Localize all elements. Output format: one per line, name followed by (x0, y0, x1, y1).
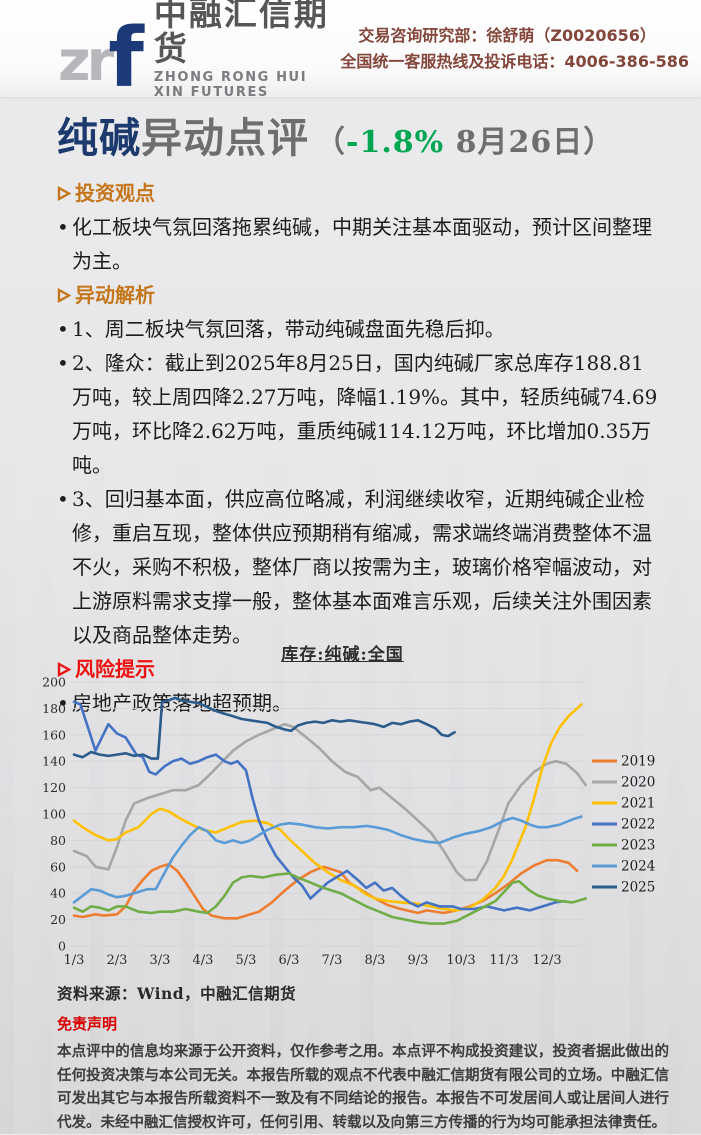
analysis-bullet-2: 2、隆众：截止到2025年8月25日，国内纯碱厂家总库存188.81万吨，较上周… (57, 346, 663, 482)
title-suffix: 异动点评 (141, 114, 309, 162)
disclaimer: 免责声明 本点评中的信息均来源于公开资料，仅作参考之用。本点评不构成投资建议，投… (57, 1014, 669, 1135)
y-tick-label: 40 (50, 886, 66, 901)
series-line-2019 (72, 858, 579, 920)
y-tick-label: 160 (42, 727, 66, 742)
legend-label-2021: 2021 (621, 796, 655, 812)
company-name: 中融汇信期货 ZHONG RONG HUI XIN FUTURES (154, 0, 340, 100)
x-tick-label: 7/3 (322, 953, 343, 968)
bullet-text: 房地产政策落地超预期。 (72, 691, 292, 715)
contact-hotline: 全国统一客服热线及投诉电话：4006-386-586 (340, 51, 689, 71)
paren-open: （ (315, 125, 346, 160)
y-tick-label: 180 (42, 701, 66, 716)
company-name-cn: 中融汇信期货 (153, 0, 329, 68)
x-tick-label: 1/3 (64, 953, 85, 968)
x-tick-label: 6/3 (279, 953, 300, 968)
contact-research-dept: 交易咨询研究部：徐舒萌（Z0020656） (358, 25, 656, 45)
view-bullet: 化工板块气氛回落拖累纯碱，中期关注基本面驱动，预计区间整理为主。 (57, 210, 663, 278)
x-tick-label: 10/3 (446, 953, 475, 968)
page-title: 纯碱异动点评 （-1.8% 8月26日） (57, 104, 614, 164)
y-tick-label: 100 (42, 807, 66, 822)
series-line-2025 (72, 696, 456, 760)
report-date: 8月26日 (455, 125, 584, 160)
disclaimer-text: 本点评中的信息均来源于公开资料，仅作参考之用。本点评不构成投资建议，投资者据此做… (57, 1044, 669, 1131)
x-tick-label: 9/3 (408, 953, 429, 968)
legend-label-2020: 2020 (621, 775, 655, 791)
section-investment-view: 投资观点 (57, 176, 663, 210)
legend-label-2023: 2023 (621, 838, 655, 854)
section-risk-warning: 风险提示 (57, 652, 663, 686)
legend-label-2022: 2022 (621, 817, 655, 833)
x-tick-label: 2/3 (107, 953, 128, 968)
series-line-2021 (72, 703, 583, 912)
legend-label-2024: 2024 (621, 859, 655, 875)
series-line-2024 (72, 815, 583, 904)
x-tick-label: 8/3 (365, 953, 386, 968)
price-change: -1.8% (346, 125, 445, 160)
company-logo: zr f 中融汇信期货 ZHONG RONG HUI XIN FUTURES (58, 0, 340, 100)
y-tick-label: 20 (50, 912, 66, 927)
header: zr f 中融汇信期货 ZHONG RONG HUI XIN FUTURES 交易… (0, 0, 701, 100)
arrow-right-icon (57, 287, 72, 303)
bullet-text: 1、周二板块气氛回落，带动纯碱盘面先稳后抑。 (72, 317, 505, 341)
company-name-en: ZHONG RONG HUI XIN FUTURES (153, 69, 308, 100)
contact-info: 交易咨询研究部：徐舒萌（Z0020656） 全国统一客服热线及投诉电话：4006… (340, 23, 689, 75)
bullet-text: 3、回归基本面，供应高位略减，利润继续收窄，近期纯碱企业检修，重启互现，整体供应… (72, 487, 652, 647)
y-tick-label: 80 (50, 833, 66, 848)
data-source: 资料来源：Wind，中融汇信期货 (57, 984, 297, 1003)
logo-letters-zr: zr (58, 28, 114, 94)
section-title: 异动解析 (75, 283, 155, 307)
y-tick-label: 0 (58, 939, 66, 954)
title-product: 纯碱 (57, 114, 141, 162)
analysis-bullet-1: 1、周二板块气氛回落，带动纯碱盘面先稳后抑。 (57, 312, 663, 346)
title-change-info: （-1.8% 8月26日） (315, 125, 614, 160)
arrow-right-icon (57, 185, 72, 201)
y-tick-label: 120 (42, 780, 66, 795)
y-tick-label: 60 (50, 859, 66, 874)
x-tick-label: 4/3 (193, 953, 214, 968)
section-move-analysis: 异动解析 (57, 278, 663, 312)
logo-letter-f: f (108, 10, 144, 106)
zrf-logo-mark: zr f (58, 8, 144, 99)
chart-title: 库存:纯碱:全国 (281, 645, 404, 665)
paren-close: ） (583, 125, 615, 160)
disclaimer-title: 免责声明 (57, 1015, 118, 1033)
section-title: 投资观点 (75, 181, 155, 205)
y-tick-label: 140 (42, 754, 66, 769)
y-tick-label: 200 (42, 675, 66, 690)
inventory-chart: 库存:纯碱:全国 0 20 40 60 80 100 120 140 160 180 200 1/3 2… (40, 640, 700, 972)
chart-svg: 0 20 40 60 80 100 120 140 160 180 200 1/3 2/3 3/3 4/3 5… (42, 675, 655, 969)
series-line-2023 (72, 872, 588, 925)
bullet-text: 化工板块气氛回落拖累纯碱，中期关注基本面驱动，预计区间整理为主。 (72, 215, 652, 273)
x-tick-label: 12/3 (532, 953, 561, 968)
arrow-right-icon (57, 661, 72, 677)
x-tick-label: 11/3 (489, 953, 518, 968)
x-tick-label: 5/3 (236, 953, 257, 968)
section-title: 风险提示 (75, 657, 155, 681)
report-body: 投资观点 化工板块气氛回落拖累纯碱，中期关注基本面驱动，预计区间整理为主。 异动… (57, 176, 663, 720)
legend-label-2025: 2025 (621, 880, 655, 896)
bullet-text: 2、隆众：截止到2025年8月25日，国内纯碱厂家总库存188.81万吨，较上周… (72, 351, 658, 477)
legend-label-2019: 2019 (621, 754, 655, 770)
series-line-2022 (72, 700, 566, 912)
x-tick-label: 3/3 (150, 953, 171, 968)
risk-bullet: 房地产政策落地超预期。 (57, 686, 663, 720)
analysis-bullet-3: 3、回归基本面，供应高位略减，利润继续收窄，近期纯碱企业检修，重启互现，整体供应… (57, 482, 663, 652)
series-line-2020 (72, 722, 588, 882)
